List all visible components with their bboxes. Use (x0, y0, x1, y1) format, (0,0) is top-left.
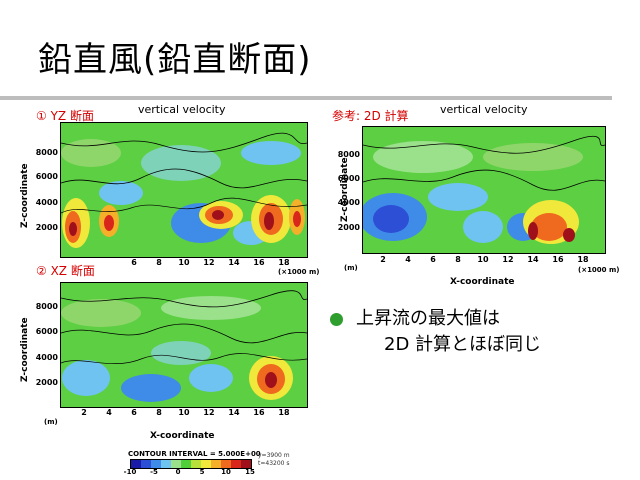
ref2d-xtick: 8 (455, 255, 461, 264)
colorbar-tick: 15 (245, 468, 255, 476)
ref2d-contour-field (363, 136, 605, 244)
colorbar-swatch (181, 460, 191, 468)
yz-ytick: 8000 (35, 148, 58, 157)
colorbar-swatch (201, 460, 211, 468)
ref2d-ytick: 2000 (337, 223, 360, 232)
ref2d-ytick: 4000 (337, 198, 360, 207)
xz-yaxis-label: Z-coordinate (20, 317, 30, 382)
ref2d-xtick: 4 (405, 255, 411, 264)
yz-contour-plot (60, 122, 308, 258)
colorbar-title: CONTOUR INTERVAL = 5.000E+00 (128, 450, 261, 458)
ref2d-ytick: 8000 (337, 150, 360, 159)
ref2d-xtick: 10 (477, 255, 489, 264)
xz-contour-field (61, 290, 307, 402)
yz-yaxis-label: Z-coordinate (20, 163, 30, 228)
slide-title: 鉛直風(鉛直断面) (38, 40, 312, 80)
ref2d-xaxis-label: X-coordinate (450, 277, 515, 287)
xz-xaxis-label: X-coordinate (150, 431, 215, 441)
colorbar-swatch (191, 460, 201, 468)
yz-panel-title: vertical velocity (138, 103, 226, 116)
title-divider (0, 96, 612, 100)
yz-xtick: 6 (131, 258, 137, 267)
xz-xtick: 18 (278, 408, 290, 417)
ref2d-panel-title: vertical velocity (440, 103, 528, 116)
yz-xtick: 14 (228, 258, 240, 267)
colorbar-swatch (131, 460, 141, 468)
ref2d-ytick: 6000 (337, 174, 360, 183)
yz-ytick: 4000 (35, 198, 58, 207)
meta-y: y=3900 m (258, 452, 290, 459)
xz-xtick: 16 (253, 408, 265, 417)
yz-xtick: 8 (156, 258, 162, 267)
colorbar-tick: 10 (221, 468, 231, 476)
meta-t: t=43200 s (258, 460, 290, 467)
ref2d-xtick: 12 (502, 255, 514, 264)
colorbar-tick: -10 (123, 468, 137, 476)
xz-xtick: 14 (228, 408, 240, 417)
ref2d-yaxis-label: Z-coordinate (340, 157, 350, 222)
colorbar-swatch (231, 460, 241, 468)
xz-ytick: 2000 (35, 378, 58, 387)
colorbar-tick: 0 (175, 468, 181, 476)
ref2d-x-unit: (×1000 m) (578, 266, 620, 274)
yz-ytick: 2000 (35, 223, 58, 232)
colorbar-tick: 5 (199, 468, 205, 476)
note-line-1: 上昇流の最大値は (356, 308, 500, 329)
yz-x-unit: (×1000 m) (278, 268, 320, 276)
colorbar-swatch (241, 460, 251, 468)
yz-xtick: 16 (253, 258, 265, 267)
xz-xtick: 4 (106, 408, 112, 417)
colorbar-swatch (141, 460, 151, 468)
yz-xtick: 18 (278, 258, 290, 267)
yz-xtick: 12 (203, 258, 215, 267)
yz-panel-label: ① YZ 断面 (36, 109, 94, 123)
xz-ytick: 8000 (35, 302, 58, 311)
ref2d-m-unit: (m) (344, 264, 358, 272)
colorbar-swatch (171, 460, 181, 468)
colorbar-swatch (151, 460, 161, 468)
xz-xtick: 8 (156, 408, 162, 417)
colorbar-swatch (161, 460, 171, 468)
ref2d-xtick: 14 (527, 255, 539, 264)
colorbar (130, 459, 252, 469)
xz-xtick: 12 (203, 408, 215, 417)
ref2d-xtick: 18 (577, 255, 589, 264)
yz-xtick: 10 (178, 258, 190, 267)
ref2d-xtick: 2 (380, 255, 386, 264)
colorbar-swatch (211, 460, 221, 468)
xz-xtick: 6 (131, 408, 137, 417)
colorbar-tick: -5 (150, 468, 158, 476)
xz-m-unit: (m) (44, 418, 58, 426)
xz-xtick: 10 (178, 408, 190, 417)
xz-contour-plot (60, 282, 308, 408)
note-line-2: 2D 計算とほぼ同じ (384, 334, 542, 355)
xz-ytick: 4000 (35, 353, 58, 362)
xz-xtick: 2 (81, 408, 87, 417)
xz-panel-label: ② XZ 断面 (36, 264, 95, 278)
yz-contour-field (61, 132, 307, 248)
ref2d-contour-plot (362, 126, 606, 254)
ref2d-panel-label: 参考: 2D 計算 (332, 109, 409, 123)
ref2d-xtick: 16 (552, 255, 564, 264)
bullet-icon (330, 313, 343, 326)
ref2d-xtick: 6 (430, 255, 436, 264)
xz-ytick: 6000 (35, 327, 58, 336)
colorbar-swatch (221, 460, 231, 468)
yz-ytick: 6000 (35, 172, 58, 181)
